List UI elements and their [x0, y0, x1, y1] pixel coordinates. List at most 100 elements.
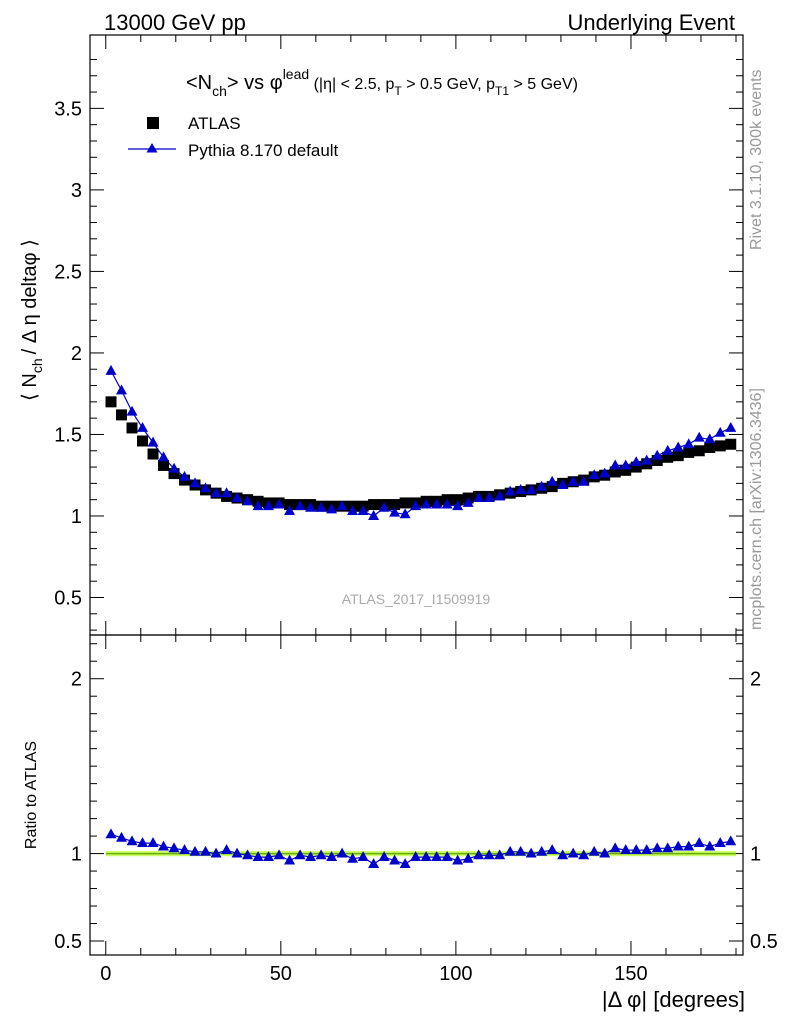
pythia-data-point: [315, 501, 327, 512]
pythia-data-point: [725, 421, 737, 432]
pythia-ratio-point: [693, 837, 705, 848]
pythia-data-point: [494, 490, 506, 501]
pythia-data-point: [210, 487, 222, 498]
pythia-ratio-point: [315, 849, 327, 860]
pythia-data-point: [200, 482, 212, 493]
legend-atlas-label: ATLAS: [188, 114, 241, 133]
atlas-data-point: [137, 435, 149, 447]
x-tick-label: 50: [270, 963, 292, 985]
pythia-data-point: [357, 505, 369, 516]
pythia-ratio-point: [221, 844, 233, 855]
pythia-data-point: [525, 483, 537, 494]
pythia-ratio-point: [725, 835, 737, 846]
atlas-data-point: [546, 481, 558, 493]
pythia-data-point: [462, 496, 474, 507]
y-tick-label: 3: [71, 180, 82, 202]
pythia-ratio-point: [116, 831, 128, 842]
pythia-ratio-point: [126, 835, 138, 846]
pythia-data-point: [105, 364, 117, 375]
atlas-data-point: [620, 464, 632, 476]
pythia-data-point: [536, 480, 548, 491]
ratio-y-tick-label-right: 1: [750, 844, 761, 866]
pythia-data-point: [399, 508, 411, 519]
pythia-ratio-point: [294, 849, 306, 860]
atlas-data-point: [147, 448, 159, 460]
pythia-data-point: [378, 501, 390, 512]
pythia-data-point: [515, 483, 527, 494]
y-tick-label: 3.5: [54, 98, 82, 120]
pythia-ratio-point: [189, 845, 201, 856]
pythia-data-point: [651, 449, 663, 460]
pythia-ratio-point: [494, 849, 506, 860]
pythia-ratio-point: [263, 851, 275, 862]
atlas-data-point: [693, 445, 705, 457]
pythia-ratio-point: [431, 851, 443, 862]
pythia-ratio-point: [609, 842, 621, 853]
pythia-data-point: [546, 475, 558, 486]
atlas-data-point: [368, 499, 380, 511]
pythia-ratio-point: [641, 844, 653, 855]
pythia-ratio-point: [210, 847, 222, 858]
atlas-data-point: [714, 440, 726, 452]
pythia-data-point: [662, 444, 674, 455]
pythia-data-point: [284, 505, 296, 516]
main-axis-ticks: 0.5 1 1.5 2 2.5 3 3.5: [54, 35, 743, 635]
pythia-ratio-point: [557, 849, 569, 860]
pythia-ratio-point: [599, 847, 611, 858]
pythia-ratio-point: [683, 840, 695, 851]
pythia-data-point: [305, 501, 317, 512]
pythia-data-point: [126, 405, 138, 416]
pythia-ratio-point: [473, 849, 485, 860]
pythia-data-point: [473, 492, 485, 503]
pythia-data-point: [389, 506, 401, 517]
pythia-data-point: [273, 498, 285, 509]
y-tick-label: 2: [71, 343, 82, 365]
main-plot-title: <Nch> vs φlead (|η| < 2.5, pT > 0.5 GeV,…: [186, 66, 578, 99]
pythia-ratio-point: [567, 847, 579, 858]
atlas-data-point: [399, 497, 411, 509]
atlas-data-point: [105, 396, 117, 408]
atlas-data-point: [389, 499, 401, 511]
pythia-data-point: [641, 454, 653, 465]
main-data-series: [105, 364, 737, 520]
ratio-y-tick-label: 2: [71, 669, 82, 691]
ratio-y-tick-label-right: 2: [750, 669, 761, 691]
pythia-data-point: [588, 469, 600, 480]
pythia-ratio-point: [504, 845, 516, 856]
pythia-ratio-point: [536, 845, 548, 856]
pythia-data-point: [672, 441, 684, 452]
ratio-panel-frame: [89, 634, 744, 956]
pythia-ratio-point: [284, 854, 296, 865]
pythia-ratio-point: [630, 844, 642, 855]
pythia-data-point: [410, 500, 422, 511]
atlas-data-point: [725, 438, 737, 450]
atlas-data-point: [630, 461, 642, 473]
pythia-data-point: [683, 438, 695, 449]
pythia-data-point: [179, 470, 191, 481]
pythia-data-point: [263, 500, 275, 511]
pythia-ratio-point: [420, 851, 432, 862]
pythia-data-point: [483, 492, 495, 503]
pythia-data-point: [452, 500, 464, 511]
pythia-data-point: [147, 436, 159, 447]
ratio-y-tick-label-right: 0.5: [750, 931, 778, 953]
header-right: Underlying Event: [567, 10, 735, 35]
atlas-data-point: [662, 451, 674, 463]
pythia-data-point: [599, 467, 611, 478]
header-left: 13000 GeV pp: [104, 10, 246, 35]
pythia-data-point: [714, 426, 726, 437]
legend-pythia-label: Pythia 8.170 default: [188, 141, 339, 160]
pythia-ratio-point: [273, 849, 285, 860]
pythia-data-point: [578, 475, 590, 486]
pythia-data-point: [294, 500, 306, 511]
atlas-data-point: [452, 494, 464, 506]
pythia-ratio-point: [252, 851, 264, 862]
pythia-data-point: [620, 459, 632, 470]
ratio-y-tick-label: 0.5: [54, 931, 82, 953]
pythia-ratio-point: [168, 842, 180, 853]
y-tick-label: 1.5: [54, 424, 82, 446]
pythia-data-point: [704, 433, 716, 444]
pythia-ratio-point: [452, 854, 464, 865]
pythia-data-point: [189, 477, 201, 488]
